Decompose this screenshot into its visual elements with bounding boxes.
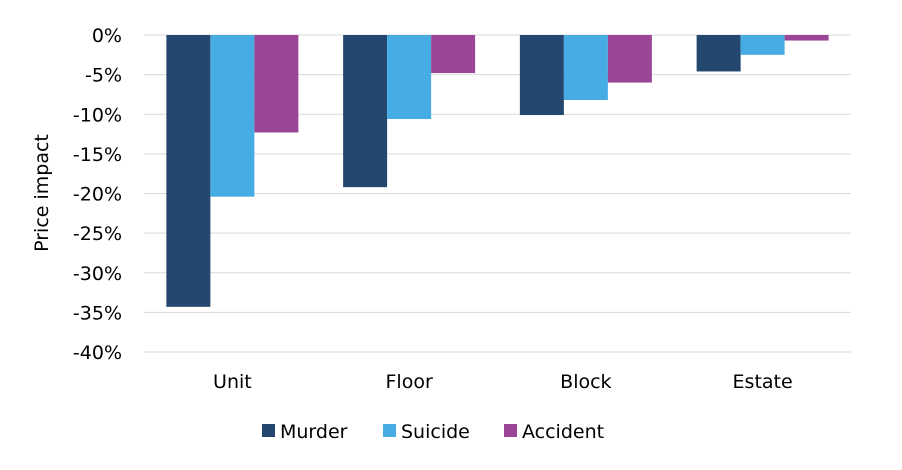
bar-murder-floor — [343, 35, 388, 188]
legend-label-murder: Murder — [280, 421, 348, 443]
y-tick-label: -25% — [73, 223, 122, 245]
y-tick-label: -20% — [73, 184, 122, 206]
x-tick-label: Floor — [385, 371, 432, 393]
x-tick-labels: Unit Floor Block Estate — [213, 371, 793, 393]
legend-label-accident: Accident — [522, 421, 604, 443]
bar-murder-unit — [166, 35, 211, 307]
y-tick-labels: 0% -5% -10% -15% -20% -25% -30% -35% -40% — [73, 25, 122, 364]
bar-suicide-block — [563, 35, 608, 100]
x-tick-label: Estate — [733, 371, 793, 393]
bar-murder-block — [519, 35, 564, 116]
legend-label-suicide: Suicide — [401, 421, 470, 443]
x-tick-label: Unit — [213, 371, 252, 393]
y-tick-label: -5% — [85, 65, 122, 87]
y-tick-label: -15% — [73, 144, 122, 166]
bar-accident-block — [607, 35, 652, 83]
bar-accident-unit — [254, 35, 299, 133]
y-axis-label: Price impact — [31, 134, 53, 252]
legend-swatch-accident — [504, 424, 517, 437]
x-tick-label: Block — [560, 371, 611, 393]
legend: Murder Suicide Accident — [262, 421, 604, 443]
bar-accident-floor — [431, 35, 476, 74]
bar-suicide-floor — [387, 35, 432, 120]
bars — [166, 35, 829, 307]
bar-accident-estate — [784, 35, 829, 41]
y-tick-label: 0% — [92, 25, 122, 47]
y-tick-label: -30% — [73, 263, 122, 285]
bar-suicide-unit — [210, 35, 255, 197]
bar-murder-estate — [696, 35, 741, 72]
y-tick-label: -40% — [73, 342, 122, 364]
legend-swatch-murder — [262, 424, 275, 437]
y-tick-label: -35% — [73, 302, 122, 324]
y-tick-label: -10% — [73, 104, 122, 126]
legend-swatch-suicide — [383, 424, 396, 437]
bar-suicide-estate — [740, 35, 785, 55]
